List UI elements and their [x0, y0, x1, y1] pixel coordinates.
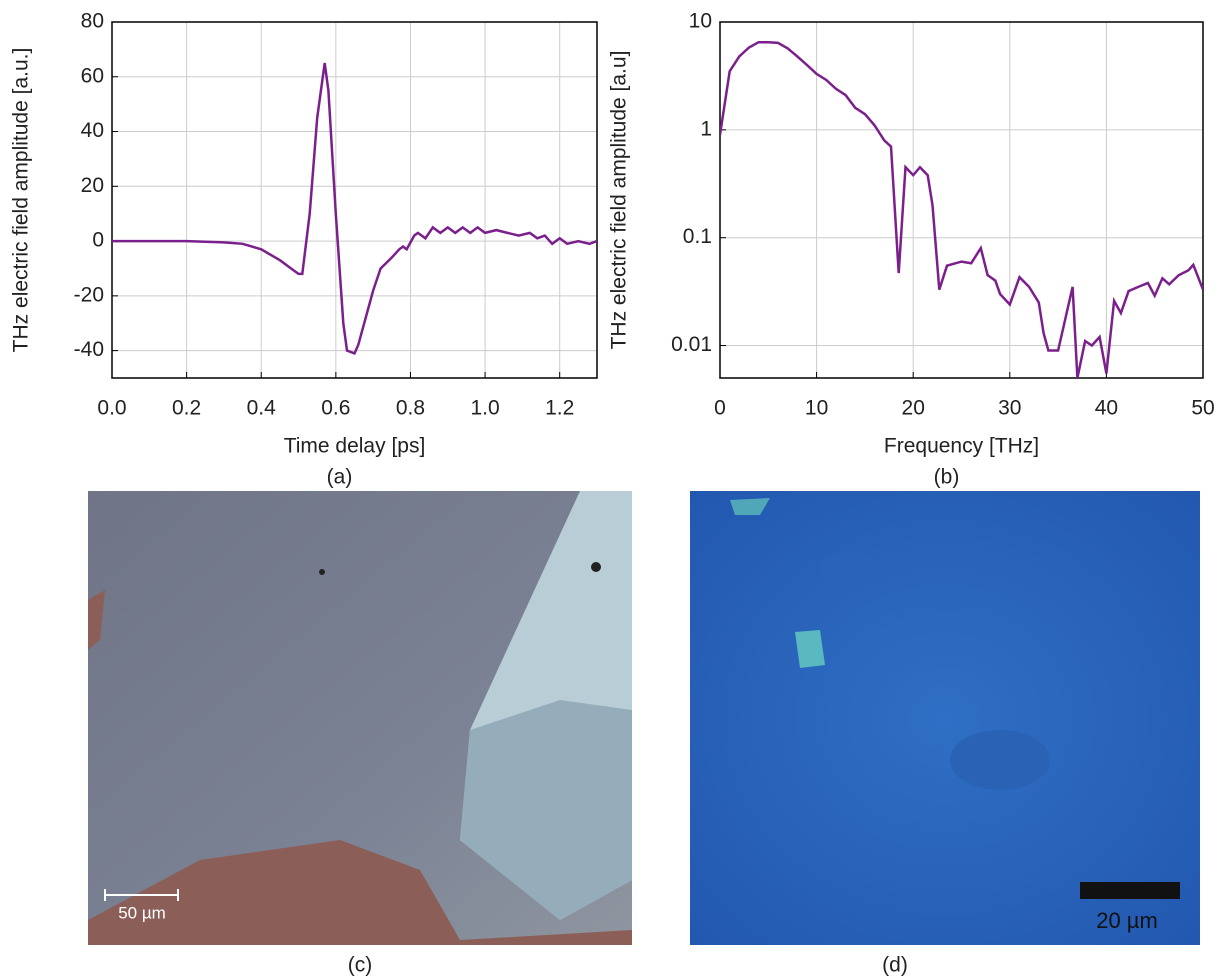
x-tick-label: 0.4 — [247, 397, 277, 420]
data-line — [112, 62, 597, 355]
y-tick-label: -20 — [74, 283, 104, 306]
x-tick-label: 0.8 — [396, 397, 425, 420]
y-tick-label: 1 — [700, 117, 712, 140]
caption: (d) — [882, 954, 908, 977]
y-axis-label: THz electric field amplitude [a.u.] — [10, 48, 33, 353]
micrograph-c: 50 µm — [88, 491, 632, 945]
x-tick-label: 40 — [1095, 397, 1118, 420]
x-axis-label: Frequency [THz] — [884, 435, 1039, 458]
y-tick-label: 80 — [81, 10, 104, 33]
y-tick-label: 20 — [81, 174, 104, 197]
x-tick-label: 50 — [1191, 397, 1214, 420]
micrograph-d: 20 µm — [690, 491, 1200, 945]
x-tick-label: 1.2 — [545, 397, 574, 420]
y-axis-label: THz electric field amplitude [a.u] — [608, 51, 631, 350]
x-tick-label: 30 — [998, 397, 1021, 420]
x-tick-label: 0.6 — [321, 397, 350, 420]
x-tick-label: 10 — [805, 397, 828, 420]
x-tick-label: 0.0 — [97, 397, 126, 420]
y-tick-label: 60 — [81, 64, 104, 87]
caption: (c) — [348, 954, 373, 977]
y-tick-label: -40 — [74, 338, 104, 361]
x-axis-label: Time delay [ps] — [284, 435, 426, 458]
x-tick-label: 0.2 — [172, 397, 201, 420]
data-line — [720, 40, 1203, 378]
y-tick-label: 0.01 — [671, 333, 712, 356]
scale-bar-label: 20 µm — [1096, 908, 1158, 933]
x-tick-label: 0 — [714, 397, 726, 420]
y-tick-label: 10 — [689, 10, 712, 33]
caption: (a) — [327, 466, 353, 489]
caption: (b) — [934, 466, 960, 489]
plot-frame — [719, 21, 1204, 379]
scale-bar-label: 50 µm — [118, 903, 166, 922]
y-tick-label: 0 — [92, 229, 104, 252]
plot-frame — [111, 21, 598, 379]
x-tick-label: 20 — [902, 397, 925, 420]
x-tick-label: 1.0 — [470, 397, 499, 420]
y-tick-label: 40 — [81, 119, 104, 142]
y-tick-label: 0.1 — [683, 225, 712, 248]
